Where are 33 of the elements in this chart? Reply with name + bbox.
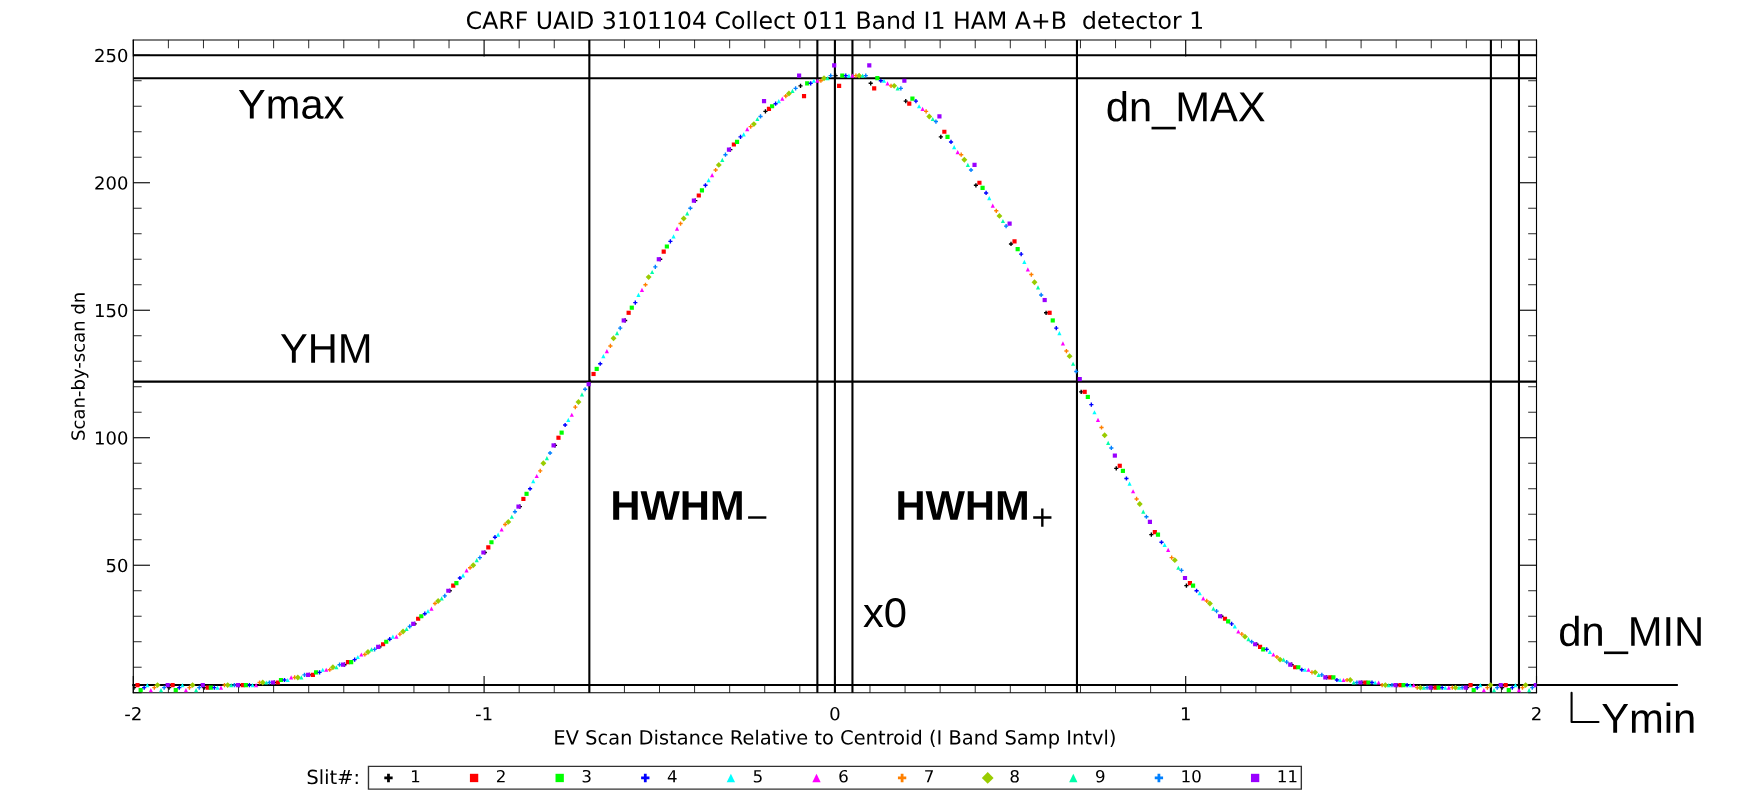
y-tick-label: 250 <box>95 48 128 63</box>
x-tick-label: 1 <box>1181 707 1190 721</box>
legend-label: 2 <box>496 769 505 783</box>
x-tick-label: -1 <box>475 707 492 721</box>
ref-line-label: YHM <box>280 334 370 363</box>
legend-label: 6 <box>839 769 848 783</box>
ref-line-label: Ymax <box>238 89 344 119</box>
legend-label: 9 <box>1096 769 1105 783</box>
legend-label: 7 <box>925 770 933 783</box>
legend-title: Slit#: <box>307 769 358 785</box>
x-axis-title: EV Scan Distance Relative to Centroid (I Band Samp Intvl) <box>555 729 1115 749</box>
legend-label: 3 <box>582 769 591 783</box>
x-tick-label: 2 <box>1532 706 1541 721</box>
legend-label: dn_MIN <box>1560 615 1701 655</box>
x-tick-label: 0 <box>830 706 840 721</box>
y-tick-label: 50 <box>106 558 128 573</box>
legend-label: 1 <box>411 770 420 783</box>
y-tick-label: 200 <box>95 176 128 190</box>
chart-title: CARF UAID 3101104 Collect 011 Band I1 HAM A+B detector 1 <box>466 10 1202 30</box>
ref-line-label: x0 <box>863 597 906 628</box>
ref-line-label: dn_MAX <box>1107 90 1265 130</box>
y-tick-label: 100 <box>95 431 128 445</box>
legend-label: 8 <box>1010 769 1019 783</box>
legend-label: 5 <box>753 770 762 783</box>
x-tick-label: -2 <box>125 706 141 721</box>
ref-line-label: HWHM$_{+}$ <box>898 491 1052 527</box>
legend-label: 4 <box>667 770 677 783</box>
y-axis-title: Scan-by-scan dn <box>70 293 89 440</box>
y-tick-label: 150 <box>95 303 128 318</box>
text: Ymin <box>1602 702 1694 733</box>
ref-line-label: HWHM$_{−}$ <box>613 491 767 520</box>
legend-label: 10 <box>1182 769 1201 783</box>
legend-label: 11 <box>1278 770 1297 783</box>
